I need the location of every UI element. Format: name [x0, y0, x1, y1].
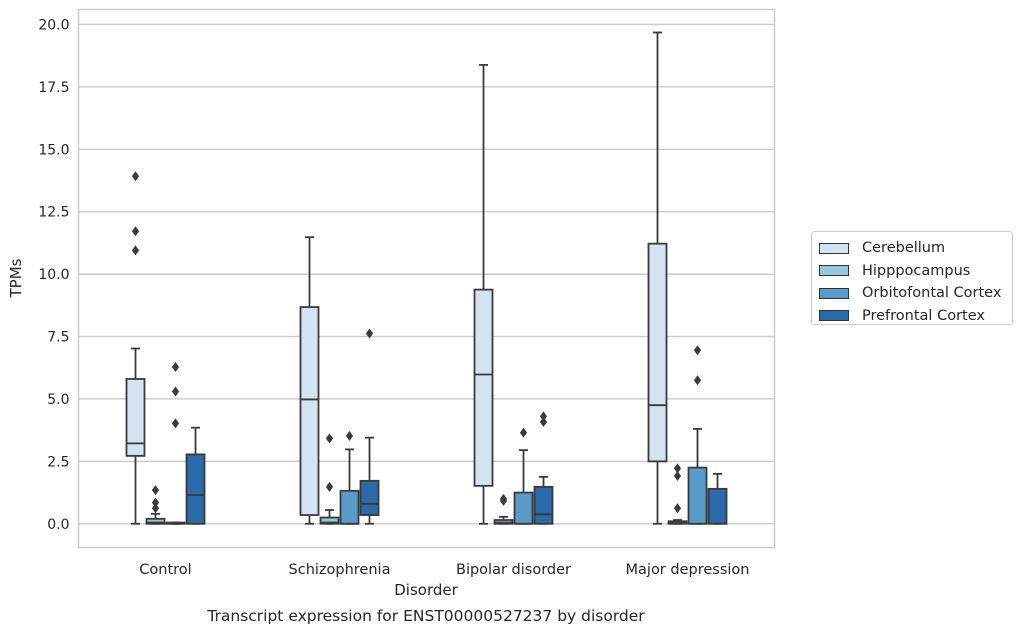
- outlier-point: [499, 493, 508, 504]
- box: [145, 517, 166, 525]
- legend-swatch: [819, 242, 849, 254]
- legend-label: Cerebellum: [862, 240, 946, 257]
- outlier-point: [131, 245, 140, 256]
- x-tick-label: Control: [139, 562, 191, 578]
- box-group: [125, 171, 146, 525]
- box-group: [687, 345, 708, 525]
- y-tick-label: 10.0: [38, 267, 69, 283]
- box-group: [185, 426, 206, 525]
- box: [513, 491, 534, 525]
- y-tick-label: 2.5: [47, 454, 69, 470]
- box-group: [533, 411, 554, 525]
- box: [687, 466, 708, 525]
- boxes: [125, 31, 728, 525]
- box: [319, 516, 340, 525]
- legend-swatch: [819, 265, 849, 277]
- x-axis-label: Disorder: [394, 581, 458, 599]
- outlier-point: [171, 386, 180, 397]
- legend: Cerebellum Hipppocampus Orbitofontal Cor…: [811, 231, 1013, 325]
- legend-label: Orbitofontal Cortex: [862, 285, 1002, 302]
- outlier-point: [325, 433, 334, 444]
- box: [299, 306, 320, 516]
- outlier-point: [151, 503, 160, 514]
- legend-item-cerebellum: Cerebellum: [819, 237, 1005, 260]
- box: [339, 489, 360, 525]
- box: [647, 242, 668, 463]
- box-group: [165, 362, 186, 525]
- x-tick-label: Major depression: [626, 562, 750, 578]
- box-group: [319, 433, 340, 525]
- y-tick-label: 15.0: [38, 142, 69, 158]
- outlier-point: [693, 375, 702, 386]
- outlier-point: [673, 470, 682, 481]
- box: [533, 485, 554, 525]
- box-group: [493, 493, 514, 525]
- box-group: [359, 328, 380, 525]
- legend-item-prefrontal-cortex: Prefrontal Cortex: [819, 305, 1005, 328]
- grid-lines: [78, 23, 775, 525]
- plot-frame: [77, 8, 776, 549]
- outlier-point: [171, 362, 180, 373]
- y-tick-label: 17.5: [38, 80, 69, 96]
- y-tick-label: 5.0: [47, 392, 69, 408]
- box: [707, 487, 728, 525]
- outlier-point: [519, 427, 528, 438]
- x-tick-label: Schizophrenia: [289, 562, 391, 578]
- outlier-point: [325, 481, 334, 492]
- box-group: [707, 472, 728, 525]
- outlier-point: [673, 463, 682, 474]
- legend-label: Prefrontal Cortex: [862, 307, 985, 324]
- outlier-point: [539, 416, 548, 427]
- y-tick-label: 12.5: [38, 205, 69, 221]
- box-group: [473, 64, 494, 525]
- box: [473, 288, 494, 487]
- y-axis-label: TPMs: [7, 258, 25, 298]
- y-tick-label: 20.0: [38, 17, 69, 33]
- box-group: [145, 485, 166, 525]
- box-group: [647, 31, 668, 525]
- box-group: [339, 430, 360, 525]
- outlier-point: [673, 503, 682, 514]
- outlier-point: [345, 430, 354, 441]
- box: [185, 453, 206, 525]
- box: [359, 479, 380, 516]
- x-tick-label: Bipolar disorder: [456, 562, 571, 578]
- y-tick-label: 0.0: [47, 517, 69, 533]
- outlier-point: [693, 345, 702, 356]
- legend-label: Hipppocampus: [862, 262, 971, 279]
- outlier-point: [365, 328, 374, 339]
- chart-caption: Transcript expression for ENST0000052723…: [206, 607, 645, 625]
- y-tick-label: 7.5: [47, 330, 69, 346]
- outlier-point: [539, 411, 548, 422]
- outlier-point: [151, 497, 160, 508]
- legend-item-orbitofrontal-cortex: Orbitofontal Cortex: [819, 282, 1005, 305]
- legend-swatch: [819, 287, 849, 299]
- box-group: [667, 463, 688, 525]
- outlier-point: [131, 171, 140, 182]
- legend-item-hippocampus: Hipppocampus: [819, 260, 1005, 283]
- outlier-point: [151, 485, 160, 496]
- legend-swatch: [819, 310, 849, 322]
- outlier-point: [171, 418, 180, 429]
- y-tick-labels: 0.0 2.5 5.0 7.5 10.0 12.5 15.0 17.5 20.0: [38, 17, 69, 532]
- box-group: [513, 427, 534, 525]
- outlier-point: [131, 226, 140, 237]
- box: [125, 378, 146, 457]
- box-group: [299, 236, 320, 525]
- x-tick-labels: Control Schizophrenia Bipolar disorder Majo…: [139, 562, 749, 578]
